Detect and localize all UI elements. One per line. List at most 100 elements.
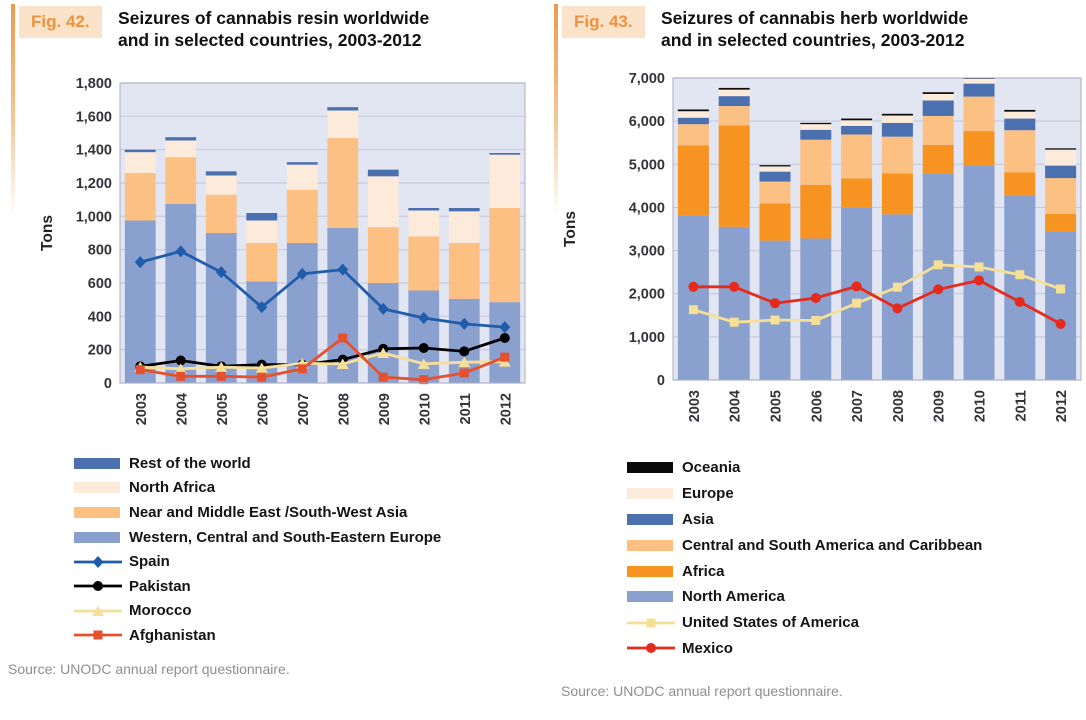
- legend-label: Central and South America and Caribbean: [682, 536, 983, 554]
- legend-swatch-bar: [627, 591, 673, 603]
- legend-item: Western, Central and South-Eastern Europ…: [74, 525, 441, 550]
- svg-text:4,000: 4,000: [629, 200, 665, 216]
- svg-text:Tons: Tons: [39, 215, 56, 251]
- legend-label: Near and Middle East /South-West Asia: [129, 503, 408, 521]
- legend-item: Europe: [627, 481, 982, 507]
- svg-text:200: 200: [88, 343, 112, 359]
- figure-title: Seizures of cannabis resin worldwide and …: [118, 7, 528, 52]
- legend-label: Western, Central and South-Eastern Europ…: [129, 528, 442, 546]
- svg-text:6,000: 6,000: [629, 114, 665, 130]
- svg-text:2003: 2003: [134, 393, 150, 425]
- legend-item: Mexico: [627, 636, 982, 662]
- svg-text:600: 600: [88, 276, 112, 292]
- legend-swatch-bar: [74, 531, 120, 543]
- svg-text:2008: 2008: [891, 390, 907, 422]
- figure-title-line1: Seizures of cannabis herb worldwide: [661, 8, 969, 28]
- svg-text:1,800: 1,800: [76, 76, 112, 92]
- svg-text:800: 800: [88, 243, 112, 259]
- legend-swatch-line: [627, 616, 675, 630]
- svg-text:2012: 2012: [1054, 390, 1070, 422]
- svg-text:5,000: 5,000: [629, 157, 665, 173]
- svg-text:2005: 2005: [215, 393, 231, 425]
- legend-swatch-line: [627, 641, 675, 655]
- svg-text:2006: 2006: [809, 390, 825, 422]
- svg-text:2003: 2003: [687, 390, 703, 422]
- svg-text:1,000: 1,000: [629, 330, 665, 346]
- svg-text:2007: 2007: [850, 390, 866, 422]
- chart-legend: Oceania Europe Asia Central and South Ameri…: [627, 455, 982, 661]
- svg-text:1,600: 1,600: [76, 109, 112, 125]
- svg-text:Tons: Tons: [563, 211, 579, 247]
- svg-text:2008: 2008: [336, 393, 352, 425]
- legend-item: North Africa: [74, 476, 441, 501]
- svg-text:2,000: 2,000: [629, 287, 665, 303]
- legend-swatch-line: [74, 628, 122, 642]
- svg-text:2004: 2004: [174, 393, 190, 425]
- figure-title: Seizures of cannabis herb worldwide and i…: [661, 7, 1071, 52]
- svg-text:2006: 2006: [255, 393, 271, 425]
- legend-item: Asia: [627, 507, 982, 533]
- legend-label: United States of America: [682, 614, 859, 632]
- legend-label: Oceania: [682, 459, 741, 477]
- legend-label: North Africa: [129, 479, 216, 497]
- svg-text:3,000: 3,000: [629, 244, 665, 260]
- legend-label: Europe: [682, 485, 734, 503]
- figure-title-line1: Seizures of cannabis resin worldwide: [118, 8, 430, 28]
- svg-text:1,000: 1,000: [76, 209, 112, 225]
- legend-item: Rest of the world: [74, 451, 441, 476]
- legend-swatch-line: [74, 555, 122, 569]
- legend-swatch-bar: [627, 488, 673, 500]
- figure-accent-bar: [554, 4, 558, 216]
- svg-text:1,200: 1,200: [76, 176, 112, 192]
- legend-label: Spain: [129, 553, 170, 571]
- legend-label: Mexico: [682, 639, 733, 657]
- figure-label: Fig. 42.: [19, 6, 102, 38]
- svg-text:0: 0: [657, 373, 665, 389]
- legend-label: Rest of the world: [129, 454, 251, 472]
- legend-item: United States of America: [627, 610, 982, 636]
- legend-label: Afghanistan: [129, 626, 216, 644]
- source-note: Source: UNODC annual report questionnair…: [561, 683, 843, 699]
- figure-accent-bar: [11, 4, 15, 216]
- figure-label: Fig. 43.: [562, 6, 645, 38]
- figure-title-line2: and in selected countries, 2003-2012: [118, 30, 422, 51]
- svg-text:7,000: 7,000: [629, 71, 665, 87]
- legend-swatch-bar: [74, 482, 120, 494]
- chart-legend: Rest of the world North Africa Near and Mi…: [74, 451, 441, 648]
- legend-item: Morocco: [74, 599, 441, 624]
- svg-text:2007: 2007: [296, 393, 312, 425]
- svg-text:0: 0: [104, 376, 112, 392]
- legend-item: Pakistan: [74, 574, 441, 599]
- legend-swatch-line: [74, 579, 122, 593]
- legend-swatch-bar: [627, 513, 673, 525]
- figure-42: Fig. 42. Seizures of cannabis resin worl…: [8, 0, 542, 720]
- legend-label: Pakistan: [129, 577, 191, 595]
- svg-text:2010: 2010: [417, 393, 433, 425]
- svg-text:2005: 2005: [769, 390, 785, 422]
- svg-text:2011: 2011: [1013, 390, 1029, 421]
- svg-text:2012: 2012: [498, 393, 514, 425]
- legend-swatch-bar: [74, 457, 120, 469]
- legend-item: Oceania: [627, 455, 982, 481]
- legend-item: Afghanistan: [74, 623, 441, 648]
- legend-swatch-bar: [627, 539, 673, 551]
- svg-text:2009: 2009: [932, 390, 948, 422]
- stacked-bar-line-chart: 0 200 400 600 800 1,000 1,200 1,400 1,600 1,800 20…: [39, 76, 526, 425]
- legend-label: Africa: [682, 562, 725, 580]
- legend-item: Africa: [627, 558, 982, 584]
- svg-text:2009: 2009: [377, 393, 393, 425]
- legend-item: Spain: [74, 549, 441, 574]
- legend-item: Central and South America and Caribbean: [627, 532, 982, 558]
- legend-item: North America: [627, 584, 982, 610]
- legend-swatch-bar: [627, 565, 673, 577]
- legend-swatch-bar: [627, 462, 673, 474]
- legend-label: Asia: [682, 510, 714, 528]
- legend-swatch-bar: [74, 506, 120, 518]
- svg-text:400: 400: [88, 309, 112, 325]
- svg-text:2004: 2004: [728, 390, 744, 422]
- figure-43: Fig. 43. Seizures of cannabis herb world…: [551, 0, 1086, 720]
- svg-text:2010: 2010: [973, 390, 989, 422]
- svg-text:2011: 2011: [458, 393, 474, 424]
- figure-title-line2: and in selected countries, 2003-2012: [661, 30, 965, 51]
